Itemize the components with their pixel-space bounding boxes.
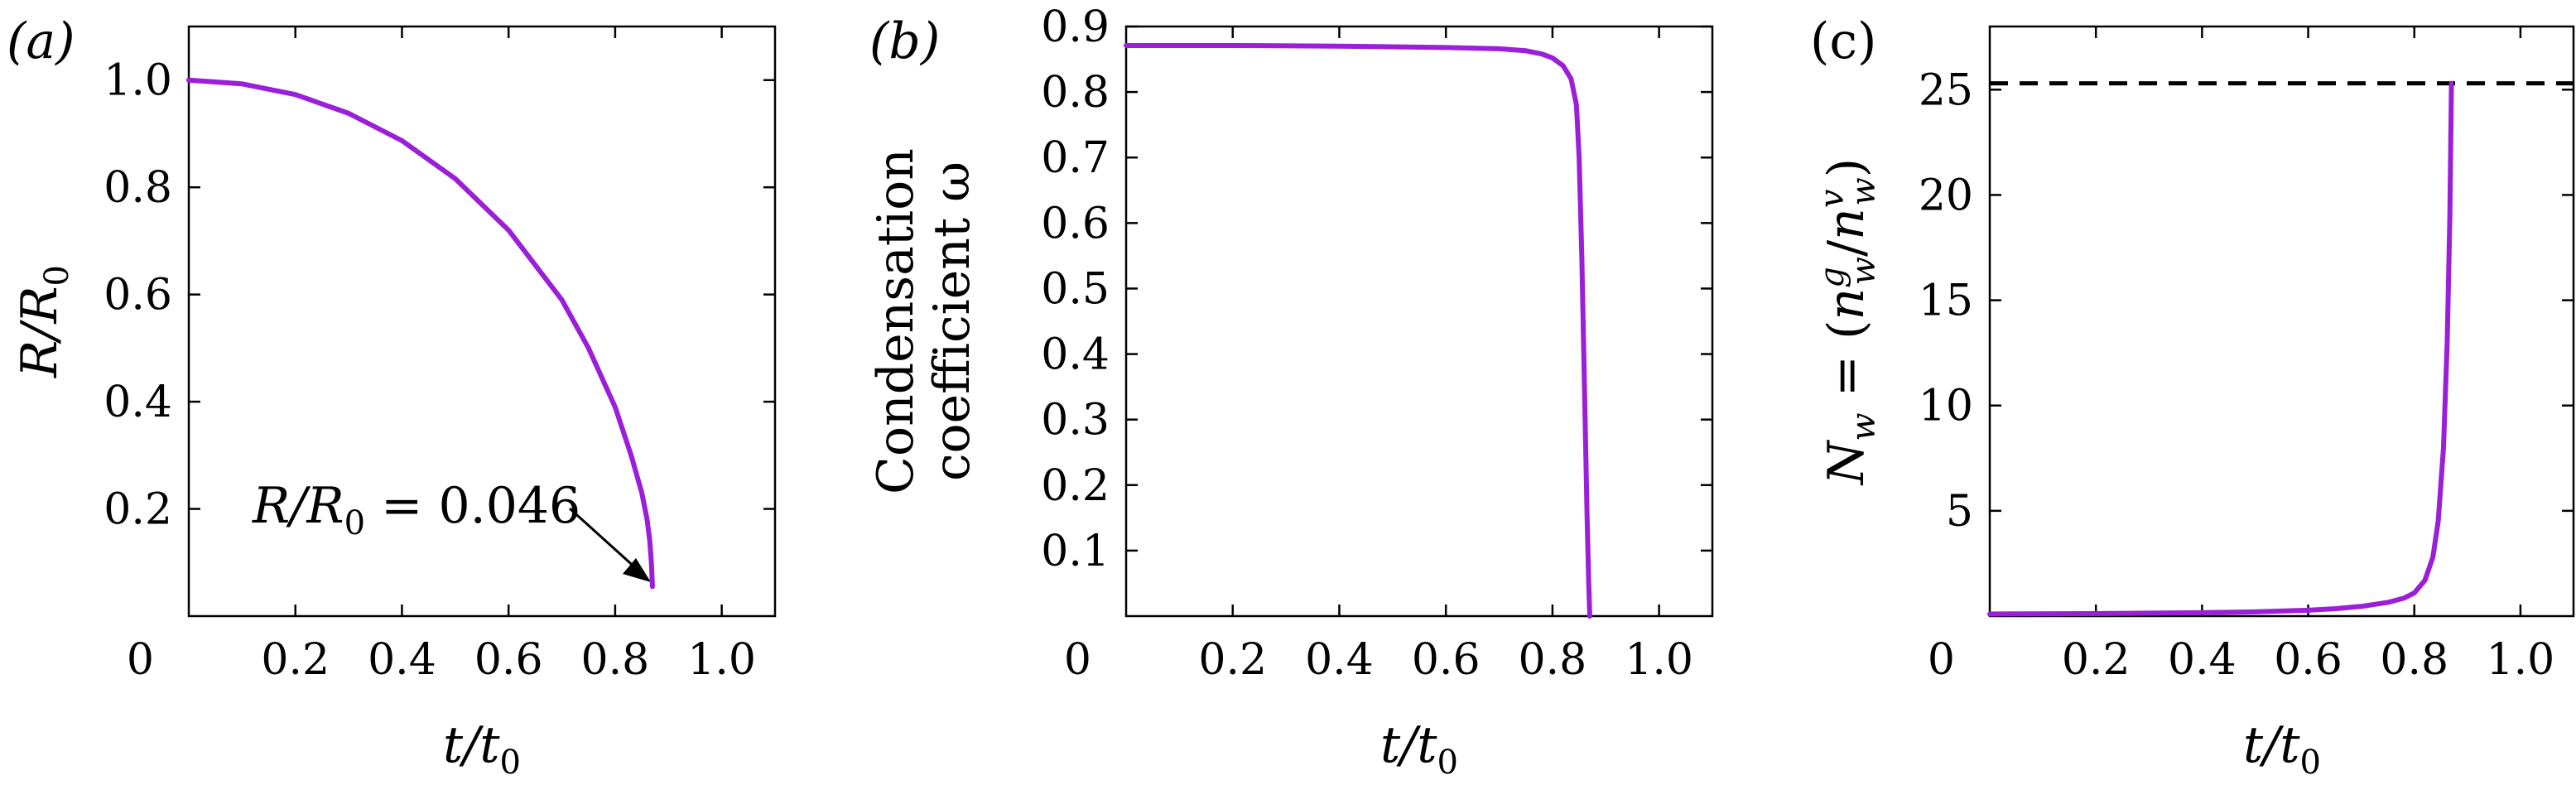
panel-a-ytick-label: 0.4	[104, 378, 172, 427]
panel-c-label: (c)	[1810, 12, 1876, 70]
panel-c-xtick-label: 0.6	[2274, 635, 2342, 685]
panel-b-xtick-label: 0.8	[1519, 635, 1587, 685]
panel-c-xtick-label: 0.8	[2380, 635, 2448, 685]
panel-a-annotation-arrow-shaft	[568, 507, 639, 571]
panel-a-label: (a)	[7, 12, 75, 70]
panel-b-xtick-label: 0.4	[1305, 635, 1374, 685]
panel-b-ytick-label: 0.7	[1041, 133, 1110, 183]
panel-a-annotation: R/R0 = 0.046	[252, 477, 580, 542]
panel-a-ylabel: R/R0	[11, 265, 76, 378]
panel-c-ytick-label: 20	[1919, 171, 1973, 220]
panel-a-ytick-label: 1.0	[104, 56, 172, 106]
panel-b-ylabel-line1: Condensation	[867, 148, 925, 494]
panel-b-ytick-label: 0.1	[1041, 527, 1110, 576]
panel-c-ylabel: Nw = (ngw/nvw)	[1813, 158, 1883, 486]
panel-c-ytick-label: 25	[1919, 65, 1973, 115]
panel-b-origin-label: 0	[1064, 635, 1091, 685]
panel-a-xlabel: t/t0	[443, 716, 521, 782]
panel-a-xtick-label: 1.0	[687, 635, 756, 685]
panel-c-series-line	[1987, 80, 2454, 617]
panel-b-ytick-label: 0.6	[1041, 199, 1110, 248]
panel-b-ytick-label: 0.8	[1041, 68, 1110, 118]
panel-b-ticks: 0.2 0.4 0.6 0.8 1.0 0.1 0.2 0.3 0.4 0.5 0.6 0.7 0.8 0…	[1041, 2, 1712, 685]
panel-b-xtick-label: 1.0	[1625, 635, 1693, 685]
panel-a-origin-label: 0	[127, 635, 154, 685]
panel-b-xlabel: t/t0	[1380, 716, 1458, 782]
panel-a-ticks: 0.2 0.4 0.6 0.8 1.0 0.2 0.4 0.6 0.8 1.0 0	[104, 26, 775, 685]
panel-b-series-line	[1124, 42, 1592, 619]
panel-c-ticks: 0.2 0.4 0.6 0.8 1.0 5 10 15 20 25 0	[1919, 26, 2574, 685]
panel-c-ytick-label: 15	[1919, 277, 1973, 326]
panel-a-ytick-label: 0.2	[104, 485, 172, 535]
panel-b-ytick-label: 0.3	[1041, 396, 1110, 446]
panel-b-ylabel-second: coefficient ω	[923, 161, 981, 481]
panel-a-series-line	[186, 77, 655, 590]
panel-a-annotation-arrowhead	[623, 558, 651, 582]
panel-c-ytick-label: 10	[1919, 382, 1973, 431]
panel-b-ytick-label: 0.9	[1041, 2, 1110, 52]
panel-b: (b) 0.2 0.4 0.6 0.8 1.0 0.1 0.2 0.3 0.4 0.5 0.6 0.7…	[867, 2, 1714, 782]
panel-b-ytick-label: 0.4	[1041, 330, 1110, 380]
panel-b-xtick-label: 0.2	[1198, 635, 1267, 685]
panel-a-xtick-label: 0.4	[368, 635, 436, 685]
panel-b-label: (b)	[869, 12, 940, 70]
panel-b-ytick-label: 0.2	[1041, 461, 1110, 511]
panel-a: (a) 0.2 0.4 0.6 0.8 1.0 0.2 0.4 0.6 0.8 1.0 0 R/R0…	[7, 12, 777, 782]
panel-b-ytick-label: 0.5	[1041, 264, 1110, 314]
panel-a-xtick-label: 0.8	[581, 635, 650, 685]
panel-b-xtick-label: 0.6	[1412, 635, 1481, 685]
panel-a-ytick-label: 0.6	[104, 271, 172, 320]
panel-a-xtick-label: 0.6	[474, 635, 543, 685]
panel-c-ytick-label: 5	[1946, 487, 1973, 537]
panel-a-xtick-label: 0.2	[261, 635, 330, 685]
panel-c-origin-label: 0	[1928, 635, 1955, 685]
panel-a-ytick-label: 0.8	[104, 163, 172, 213]
panel-b-ylabel: Condensation	[867, 148, 925, 494]
panel-c-plot-frame	[1988, 25, 2575, 618]
panel-c-xtick-label: 0.2	[2062, 635, 2131, 685]
panel-c: (c) 0.2 0.4 0.6 0.8 1.0 5 10 15 20 25 0 Nw = (ngw/…	[1810, 12, 2575, 782]
panel-c-xtick-label: 0.4	[2168, 635, 2237, 685]
panel-c-xtick-label: 1.0	[2487, 635, 2555, 685]
panel-b-plot-frame	[1124, 25, 1714, 618]
panel-a-plot-frame	[187, 25, 777, 618]
panel-c-xlabel: t/t0	[2243, 716, 2321, 782]
